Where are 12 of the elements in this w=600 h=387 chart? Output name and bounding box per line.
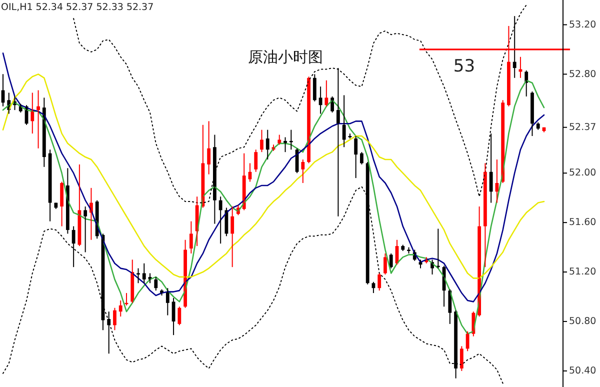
line-series: [2, 74, 545, 279]
y-tick-label: 50.80: [569, 316, 596, 328]
y-tick-label: 50.40: [569, 366, 596, 377]
y-tick-label: 53.20: [569, 19, 596, 30]
ref-line-label: 53: [453, 56, 476, 76]
y-tick-label: 51.60: [569, 217, 596, 228]
y-tick-label: 52.37: [569, 122, 596, 133]
y-tick-label: 51.20: [569, 266, 596, 278]
chart-title: OIL,H1 52.34 52.37 52.33 52.37: [1, 2, 154, 13]
y-tick-label: 52.80: [569, 68, 596, 80]
annotation: 原油小时图: [248, 48, 323, 66]
y-tick-label: 52.00: [569, 168, 596, 179]
